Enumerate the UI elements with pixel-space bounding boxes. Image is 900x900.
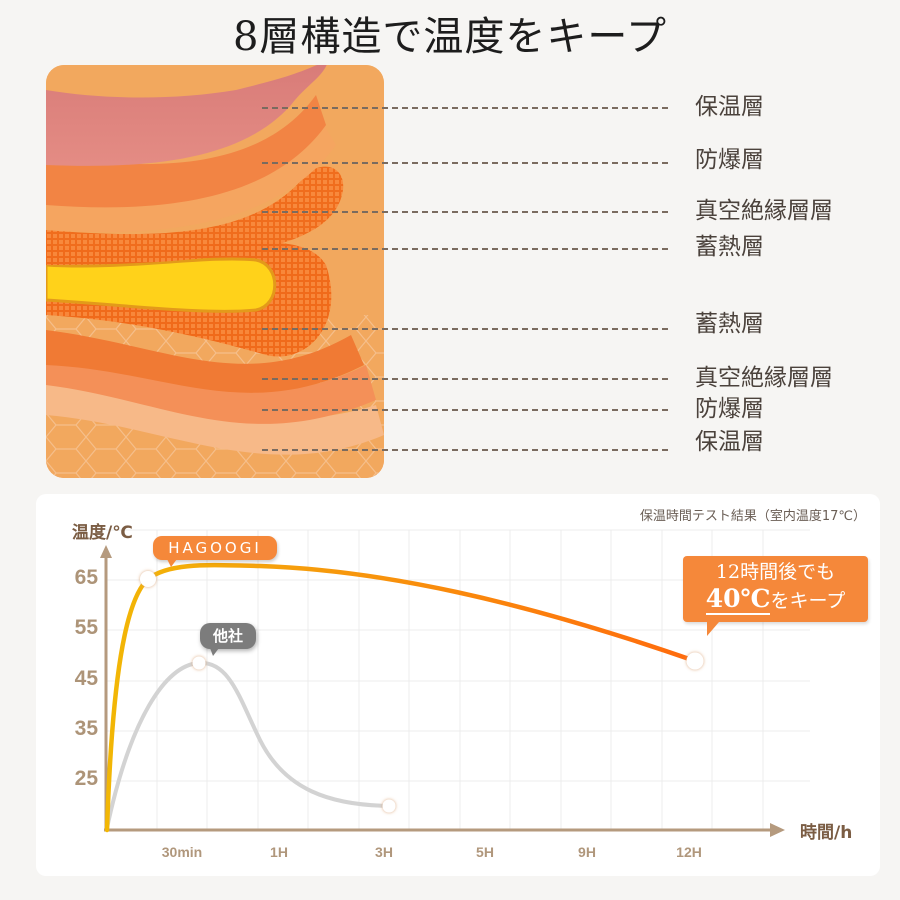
leader-line xyxy=(262,107,668,109)
x-tick-9h: 9H xyxy=(578,844,596,860)
x-tick-30min: 30min xyxy=(161,844,203,860)
grid xyxy=(106,529,810,830)
chart-subtitle: 保温時間テスト結果（室内温度17℃） xyxy=(639,509,866,524)
x-axis-arrow-icon xyxy=(770,823,785,837)
callout-12h-40c: 12時間後でも 40℃をキープ xyxy=(683,556,868,636)
x-tick-1h: 1H xyxy=(270,844,288,860)
axes xyxy=(100,545,785,837)
x-tick-5h: 5H xyxy=(476,844,494,860)
page-title: 8層構造で温度をキープ xyxy=(232,14,668,60)
hagoogi-end-marker xyxy=(686,652,704,670)
leader-line xyxy=(262,328,668,330)
layer-label-vacuum-bottom: 真空絶縁層層 xyxy=(695,365,833,391)
leader-line xyxy=(262,248,668,250)
y-tick-35: 35 xyxy=(74,717,98,740)
x-tick-12h: 12H xyxy=(676,844,702,860)
leader-line xyxy=(262,378,668,380)
series-label-other: 他社 xyxy=(200,623,256,656)
callout-line2-rest: をキープ xyxy=(770,590,846,612)
layer-label-explosion-proof-top: 防爆層 xyxy=(695,147,764,173)
layer-label-explosion-proof-bottom: 防爆層 xyxy=(695,396,764,422)
callout-line2: 40℃をキープ xyxy=(683,584,868,616)
leader-line xyxy=(262,449,668,451)
layer-label-heat-storage-top: 蓄熱層 xyxy=(695,234,764,260)
y-tick-65: 65 xyxy=(74,566,98,589)
callout-line1: 12時間後でも xyxy=(715,561,836,583)
layer-label-insulation-bottom: 保温層 xyxy=(695,429,764,455)
y-tick-25: 25 xyxy=(74,767,98,790)
x-tick-3h: 3H xyxy=(375,844,393,860)
leader-line xyxy=(262,409,668,411)
series-other-line xyxy=(105,660,391,830)
insole-layers-illustration xyxy=(46,65,384,478)
layer-label-insulation-top: 保温層 xyxy=(695,94,764,120)
series-label-hagoogi: HAGOOGI xyxy=(153,536,277,567)
y-axis-title: 温度/℃ xyxy=(72,523,133,543)
other-peak-marker xyxy=(192,656,206,670)
leader-line xyxy=(262,162,668,164)
layer-label-vacuum-top: 真空絶縁層層 xyxy=(695,198,833,224)
leader-line xyxy=(262,211,668,213)
callout-highlight: 40℃ xyxy=(705,584,771,615)
y-axis-arrow-icon xyxy=(100,545,112,558)
y-tick-45: 45 xyxy=(74,667,98,690)
other-end-marker xyxy=(382,799,396,813)
series-hagoogi-line xyxy=(104,562,698,833)
y-tick-55: 55 xyxy=(74,616,98,639)
insole-layers-photo xyxy=(46,65,384,478)
hagoogi-start-marker xyxy=(140,571,156,587)
x-axis-title: 時間/h xyxy=(800,823,853,843)
layer-label-heat-storage-bottom: 蓄熱層 xyxy=(695,311,764,337)
